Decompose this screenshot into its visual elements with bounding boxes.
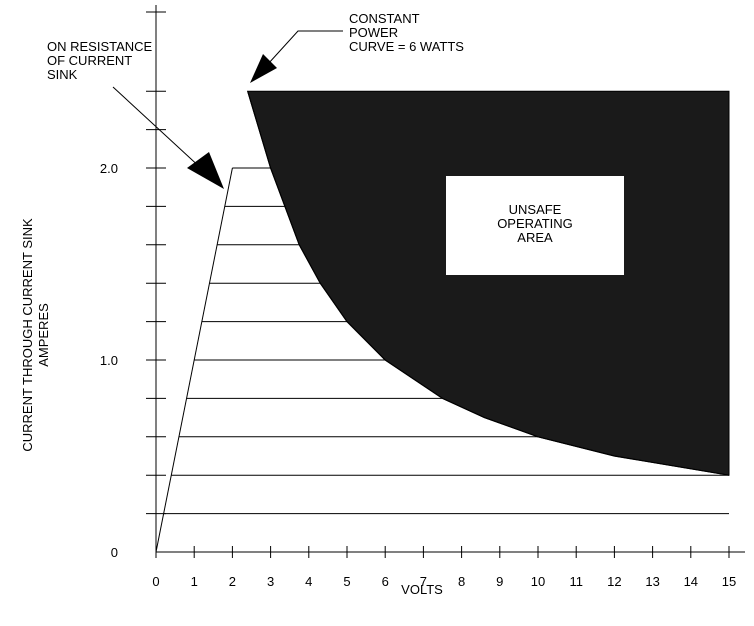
unsafe-area-label-box [446, 176, 624, 275]
on-resistance-label-line-3: SINK [47, 67, 78, 82]
constant-power-leader [267, 30, 343, 65]
x-tick-label-0: 0 [152, 574, 159, 589]
x-tick-label-10: 10 [531, 574, 545, 589]
x-tick-label-7: 7 [420, 574, 427, 589]
x-tick-label-14: 14 [684, 574, 698, 589]
y-axis-label-line-2: AMPERES [36, 303, 51, 367]
x-tick-label-3: 3 [267, 574, 274, 589]
y-tick-label-1: 1.0 [100, 353, 118, 368]
constant-power-label-line-1: CONSTANT [349, 11, 420, 26]
unsafe-area-label-line-3: AREA [517, 230, 553, 245]
unsafe-area-label-line-2: OPERATING [497, 216, 573, 231]
x-tick-label-6: 6 [382, 574, 389, 589]
unsafe-area-label-line-1: UNSAFE [509, 202, 562, 217]
x-tick-label-13: 13 [645, 574, 659, 589]
constant-power-label-line-3: CURVE = 6 WATTS [349, 39, 464, 54]
on-resistance-label-line-2: OF CURRENT [47, 53, 132, 68]
curves [155, 91, 730, 553]
y-axis-label: CURRENT THROUGH CURRENT SINK AMPERES [20, 218, 51, 452]
on-resistance-arrowhead [187, 152, 224, 189]
y-tick-label-0: 0 [111, 545, 118, 560]
constant-power-curve [247, 91, 730, 476]
x-axis-label: VOLTS [401, 582, 443, 597]
x-tick-label-1: 1 [191, 574, 198, 589]
constant-power-arrowhead [250, 54, 277, 83]
x-tick-label-5: 5 [343, 574, 350, 589]
on-resistance-leader [112, 86, 204, 171]
x-tick-label-8: 8 [458, 574, 465, 589]
x-tick-label-4: 4 [305, 574, 312, 589]
x-tick-label-11: 11 [569, 574, 583, 589]
axes [155, 5, 745, 553]
x-tick-label-2: 2 [229, 574, 236, 589]
x-tick-label-12: 12 [607, 574, 621, 589]
x-tick-label-15: 15 [722, 574, 736, 589]
y-axis-label-line-1: CURRENT THROUGH CURRENT SINK [20, 218, 35, 452]
y-tick-label-2: 2.0 [100, 161, 118, 176]
x-tick-label-9: 9 [496, 574, 503, 589]
constant-power-label-line-2: POWER [349, 25, 398, 40]
on-resistance-label-line-1: ON RESISTANCE [47, 39, 153, 54]
on-resistance-line [155, 167, 233, 553]
